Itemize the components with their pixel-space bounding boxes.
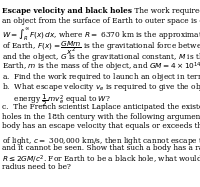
Text: $R \leq 2GM/c^2$. For Earth to be a black hole, what would its: $R \leq 2GM/c^2$. For Earth to be a blac… [2,154,200,166]
Text: energy $\dfrac{1}{2}mv_e^2$ equal to $W$?: energy $\dfrac{1}{2}mv_e^2$ equal to $W$… [2,93,111,109]
Text: c.  The French scientist Laplace anticipated the existence of black: c. The French scientist Laplace anticipa… [2,103,200,111]
Text: of Earth, $F(x) = \dfrac{GMm}{x^2}$ is the gravitational force between Earth: of Earth, $F(x) = \dfrac{GMm}{x^2}$ is t… [2,39,200,57]
Text: of light, $c =$ 300,000 km/s, then light cannot escape the body: of light, $c =$ 300,000 km/s, then light… [2,135,200,147]
Text: holes in the 18th century with the following argument: If a: holes in the 18th century with the follo… [2,113,200,121]
Text: Escape velocity and black holes: Escape velocity and black holes [2,7,132,15]
Text: $W = \int_R^{\infty}F(x)\,dx$, where $R =$ 6370 km is the approximate radius: $W = \int_R^{\infty}F(x)\,dx$, where $R … [2,27,200,43]
Text: radius need to be?: radius need to be? [2,163,71,171]
Text: an object from the surface of Earth to outer space is given by: an object from the surface of Earth to o… [2,17,200,25]
Text: and it cannot be seen. Show that such a body has a radius: and it cannot be seen. Show that such a … [2,144,200,152]
Text: Earth, $m$ is the mass of the object, and $GM = 4 \times 10^{14}$ m$^3$/s$^2$.: Earth, $m$ is the mass of the object, an… [2,61,200,74]
Text: b.  What escape velocity $v_e$ is required to give the object a kinetic: b. What escape velocity $v_e$ is require… [2,81,200,93]
Text: a.  Find the work required to launch an object in terms of $m$.: a. Find the work required to launch an o… [2,71,200,83]
Text: and the object, $G$ is the gravitational constant, $M$ is the mass of: and the object, $G$ is the gravitational… [2,51,200,63]
Text: The work required to launch: The work required to launch [132,7,200,15]
Text: body has an escape velocity that equals or exceeds the speed: body has an escape velocity that equals … [2,122,200,130]
